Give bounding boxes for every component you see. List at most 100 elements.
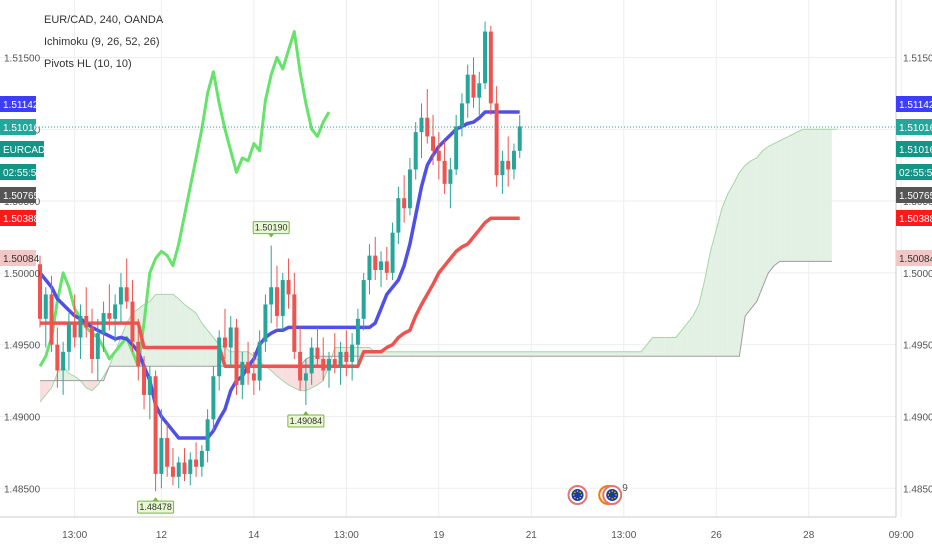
candle-body[interactable] — [165, 438, 170, 467]
candle-body[interactable] — [373, 255, 378, 270]
candle-body[interactable] — [448, 169, 453, 184]
candle-body[interactable] — [379, 261, 384, 270]
candle-body[interactable] — [384, 261, 389, 273]
candle-body[interactable] — [222, 337, 227, 348]
candle-body[interactable] — [436, 150, 441, 161]
candle-body[interactable] — [38, 264, 42, 319]
candle-body[interactable] — [327, 359, 331, 371]
candle-body[interactable] — [263, 304, 268, 342]
candles[interactable] — [38, 21, 522, 492]
candle-body[interactable] — [309, 347, 314, 374]
candle-body[interactable] — [483, 31, 488, 84]
candle-body[interactable] — [338, 351, 343, 367]
cloud-segment — [618, 351, 624, 357]
candle-body[interactable] — [407, 169, 412, 209]
candle-body[interactable] — [402, 198, 407, 209]
candle-body[interactable] — [84, 315, 89, 328]
pivot-pointer — [302, 410, 309, 415]
candle-body[interactable] — [488, 31, 493, 104]
candle-body[interactable] — [344, 351, 349, 362]
candle-body[interactable] — [332, 359, 337, 367]
candle-body[interactable] — [43, 294, 48, 319]
candle-body[interactable] — [228, 327, 233, 348]
candle-body[interactable] — [205, 419, 210, 451]
candle-body[interactable] — [90, 327, 95, 360]
candle-body[interactable] — [396, 198, 401, 233]
candle-body[interactable] — [413, 132, 418, 170]
candle-body[interactable] — [494, 103, 499, 176]
candle-body[interactable] — [286, 280, 291, 295]
candle-body[interactable] — [274, 287, 279, 316]
candle-body[interactable] — [517, 126, 522, 151]
candle-body[interactable] — [188, 459, 193, 474]
candle-body[interactable] — [292, 294, 297, 352]
candle-body[interactable] — [95, 333, 100, 360]
candle-body[interactable] — [321, 359, 326, 371]
candle-body[interactable] — [176, 462, 181, 477]
candle-body[interactable] — [454, 126, 459, 170]
candle-body[interactable] — [234, 327, 239, 385]
candle-body[interactable] — [194, 459, 199, 467]
candle-body[interactable] — [350, 344, 355, 362]
candle-body[interactable] — [61, 351, 66, 371]
candle-body[interactable] — [315, 347, 320, 360]
indicator-ichimoku-label[interactable]: Ichimoku (9, 26, 52, 26) — [44, 36, 160, 48]
candle-body[interactable] — [465, 74, 470, 104]
candle-body[interactable] — [55, 344, 60, 371]
candle-body[interactable] — [390, 232, 395, 273]
candle-body[interactable] — [240, 361, 245, 385]
candle-body[interactable] — [280, 280, 285, 316]
candle-body[interactable] — [136, 341, 141, 367]
candle-body[interactable] — [199, 450, 204, 467]
candle-body[interactable] — [257, 341, 262, 381]
candle-body[interactable] — [506, 160, 511, 170]
candle-body[interactable] — [303, 373, 308, 381]
candle-body[interactable] — [147, 376, 152, 395]
cloud-segment — [779, 137, 786, 262]
candle-body[interactable] — [72, 323, 77, 338]
candle-body[interactable] — [113, 304, 118, 319]
candle-body[interactable] — [142, 366, 147, 395]
candle-body[interactable] — [124, 287, 129, 302]
candle-body[interactable] — [477, 83, 482, 98]
candle-body[interactable] — [367, 255, 372, 281]
candle-body[interactable] — [269, 287, 274, 305]
candle-body[interactable] — [118, 287, 123, 305]
candle-body[interactable] — [211, 376, 216, 420]
candle-body[interactable] — [159, 438, 164, 474]
candle-body[interactable] — [298, 351, 303, 381]
candle-body[interactable] — [78, 315, 83, 338]
candle-body[interactable] — [170, 466, 175, 477]
candle-body[interactable] — [425, 117, 430, 137]
candle-body[interactable] — [471, 74, 476, 98]
cloud-segment — [635, 351, 642, 357]
cloud-segment — [768, 143, 775, 273]
candle-body[interactable] — [246, 361, 251, 374]
candle-body[interactable] — [182, 462, 187, 474]
eu-flag-star — [614, 491, 616, 494]
candle-body[interactable] — [355, 318, 360, 345]
event-count[interactable]: 9 — [622, 483, 628, 494]
ichimoku-cloud — [39, 128, 838, 403]
candle-body[interactable] — [251, 373, 256, 381]
indicator-pivots-label[interactable]: Pivots HL (10, 10) — [44, 58, 132, 70]
candle-body[interactable] — [130, 301, 135, 342]
candle-body[interactable] — [431, 136, 436, 151]
price-tag-left-bg — [0, 119, 36, 135]
candle-body[interactable] — [107, 313, 112, 319]
candle-body[interactable] — [511, 150, 516, 170]
candle-body[interactable] — [442, 160, 447, 184]
candle-body[interactable] — [101, 313, 106, 334]
cloud-segment — [716, 208, 723, 357]
candle-body[interactable] — [500, 160, 505, 176]
event-icons[interactable]: 9 — [567, 483, 629, 505]
candle-body[interactable] — [419, 117, 424, 133]
candle-body[interactable] — [459, 103, 464, 127]
x-tick-label: 12 — [156, 530, 168, 541]
candle-body[interactable] — [361, 280, 366, 319]
candle-body[interactable] — [153, 376, 158, 474]
candle-body[interactable] — [49, 294, 54, 345]
candle-body[interactable] — [66, 323, 71, 352]
candle-body[interactable] — [217, 337, 222, 377]
